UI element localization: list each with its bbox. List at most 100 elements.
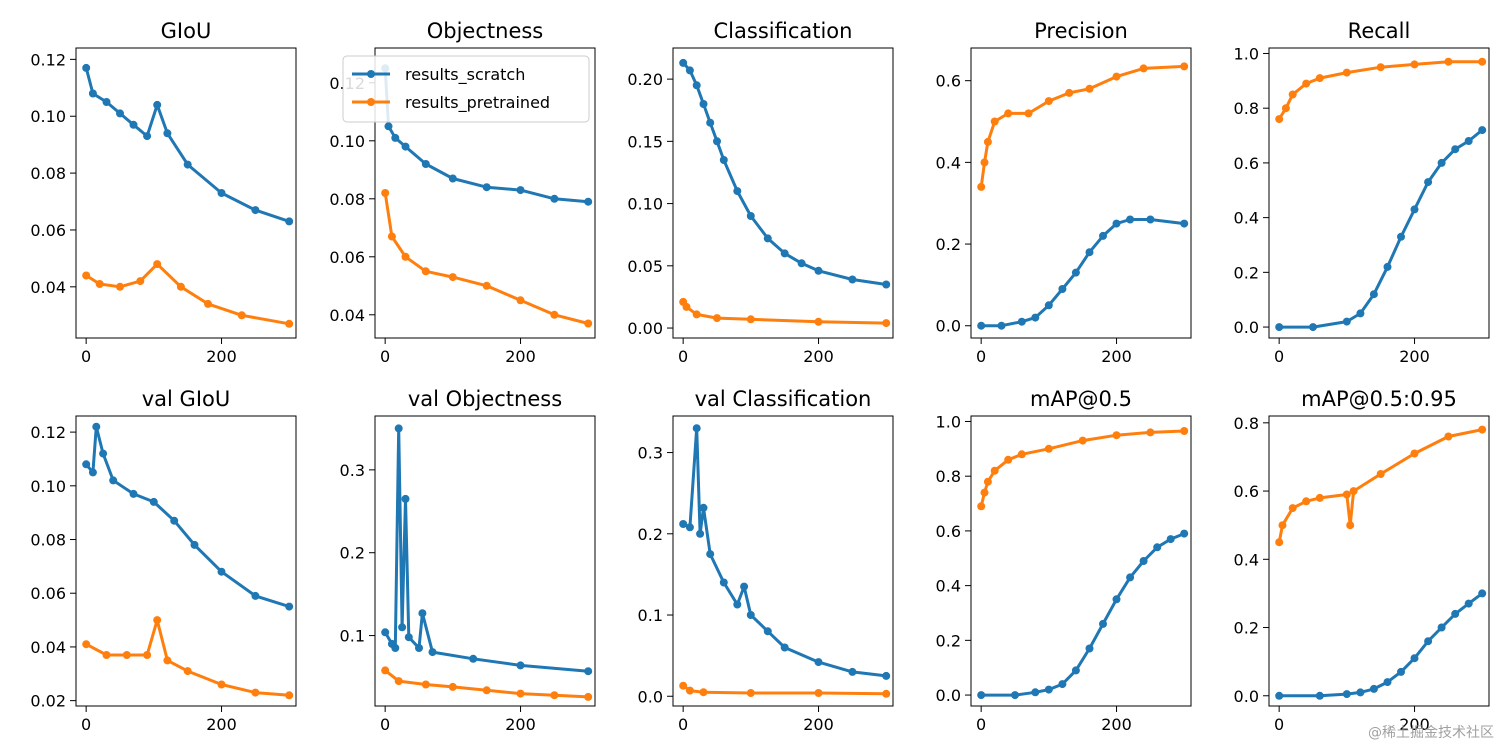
data-point-results_pretrained [1376, 63, 1385, 72]
data-point-results_pretrained [1112, 431, 1121, 440]
data-point-results_pretrained [82, 271, 91, 280]
data-point-results_scratch [1017, 317, 1026, 326]
data-point-results_scratch [696, 529, 705, 538]
data-point-results_scratch [1099, 231, 1107, 240]
y-tick-label: 0.10 [329, 132, 365, 151]
axes-frame [1268, 47, 1490, 339]
data-point-results_pretrained [1017, 450, 1026, 459]
data-point-results_pretrained [1146, 428, 1155, 437]
data-point-results_pretrained [1444, 432, 1453, 441]
data-point-results_scratch [391, 133, 400, 142]
y-tick-label: 1.0 [936, 412, 961, 431]
data-point-results_scratch [217, 189, 226, 197]
data-point-results_scratch [217, 567, 226, 576]
legend-label-results_scratch: results_scratch [405, 65, 525, 85]
data-point-results_scratch [1180, 529, 1189, 538]
data-point-results_pretrained [1302, 497, 1311, 506]
data-point-results_scratch [1383, 678, 1392, 687]
series-line-results_pretrained [383, 192, 589, 325]
x-tick-label: 0 [81, 715, 91, 734]
data-point-results_pretrained [1180, 62, 1189, 71]
y-tick-label: 0.04 [30, 638, 66, 657]
y-tick-label: 0.8 [936, 467, 961, 486]
data-point-results_pretrained [1024, 109, 1033, 118]
data-point-results_pretrained [983, 477, 992, 486]
data-point-results_scratch [1146, 215, 1155, 224]
x-tick-label: 0 [678, 715, 688, 734]
panel-val-classification: val Classification 0.0 0.1 0.2 0.3 0 200 [638, 387, 894, 734]
data-point-results_pretrained [1342, 490, 1351, 499]
data-point-results_pretrained [285, 691, 294, 700]
data-point-results_scratch [1437, 623, 1446, 632]
data-point-results_scratch [1071, 666, 1080, 675]
data-point-results_scratch [1356, 688, 1365, 697]
data-point-results_scratch [1011, 691, 1019, 700]
data-point-results_pretrained [82, 640, 91, 649]
data-point-results_pretrained [685, 686, 694, 695]
data-point-results_scratch [1464, 599, 1473, 608]
data-point-results_scratch [814, 266, 823, 275]
data-point-results_scratch [1383, 262, 1392, 271]
data-point-results_scratch [170, 516, 179, 525]
data-point-results_scratch [977, 321, 986, 330]
data-point-results_scratch [116, 109, 124, 118]
data-point-results_scratch [129, 120, 138, 129]
y-tick-label: 0.12 [30, 423, 66, 442]
data-point-results_scratch [1369, 684, 1378, 693]
x-tick-label: 200 [1101, 715, 1132, 734]
x-tick-label: 200 [803, 347, 834, 366]
legend-marker-results_scratch [367, 70, 375, 78]
y-tick-label: 0.10 [627, 195, 663, 214]
series-line-results_scratch [85, 425, 290, 609]
data-point-results_pretrained [1288, 504, 1297, 513]
data-point-results_pretrained [116, 282, 124, 291]
y-tick-label: 0.10 [30, 477, 66, 496]
data-point-results_pretrained [584, 692, 593, 701]
data-point-results_pretrained [176, 282, 185, 291]
series-line-results_scratch [981, 532, 1185, 697]
data-point-results_pretrained [217, 680, 226, 689]
axes-frame [374, 47, 596, 339]
series-line-results_scratch [981, 218, 1185, 328]
y-tick-label: 0.15 [627, 132, 663, 151]
series-line-results_pretrained [85, 618, 290, 697]
data-point-results_pretrained [1349, 487, 1358, 496]
data-point-results_scratch [746, 212, 755, 220]
data-point-results_scratch [1058, 680, 1067, 689]
data-point-results_scratch [848, 275, 857, 284]
axes-frame [1268, 415, 1490, 707]
data-point-results_scratch [149, 497, 158, 506]
y-tick-label: 0.00 [627, 319, 663, 338]
x-tick-label: 200 [505, 347, 536, 366]
data-point-results_pretrained [183, 667, 192, 676]
panel-val-giou: val GIoU 0.02 0.04 0.06 0.08 0.10 0.12 0 200 [30, 387, 297, 734]
data-point-results_scratch [706, 118, 715, 127]
series-line-results_pretrained [979, 64, 1185, 188]
data-point-results_pretrained [814, 689, 823, 697]
data-point-results_scratch [550, 194, 559, 203]
data-point-results_pretrained [1315, 74, 1324, 83]
x-tick-label: 200 [1399, 347, 1430, 366]
x-tick-label: 0 [380, 715, 390, 734]
data-point-results_pretrained [122, 651, 131, 659]
data-point-results_scratch [1058, 285, 1067, 293]
data-point-results_scratch [713, 137, 721, 146]
panel-val-objectness: val Objectness 0.1 0.2 0.3 0 200 [340, 387, 596, 734]
y-tick-label: 0.2 [1234, 263, 1259, 282]
data-point-results_pretrained [251, 688, 260, 697]
data-point-results_scratch [699, 100, 708, 108]
x-tick-label: 0 [81, 347, 91, 366]
series-line-results_pretrained [1277, 428, 1483, 543]
x-tick-label: 200 [206, 715, 237, 734]
data-point-results_pretrained [387, 232, 396, 241]
data-point-results_pretrained [1078, 436, 1087, 445]
data-point-results_pretrained [237, 311, 246, 320]
data-point-results_scratch [129, 489, 138, 498]
series-line-results_scratch [84, 67, 290, 223]
data-point-results_pretrained [1376, 470, 1385, 478]
data-point-results_scratch [692, 81, 701, 90]
data-point-results_scratch [1437, 158, 1446, 167]
data-point-results_pretrained [682, 302, 691, 311]
y-tick-label: 0.06 [30, 221, 66, 240]
data-point-results_scratch [401, 494, 410, 503]
